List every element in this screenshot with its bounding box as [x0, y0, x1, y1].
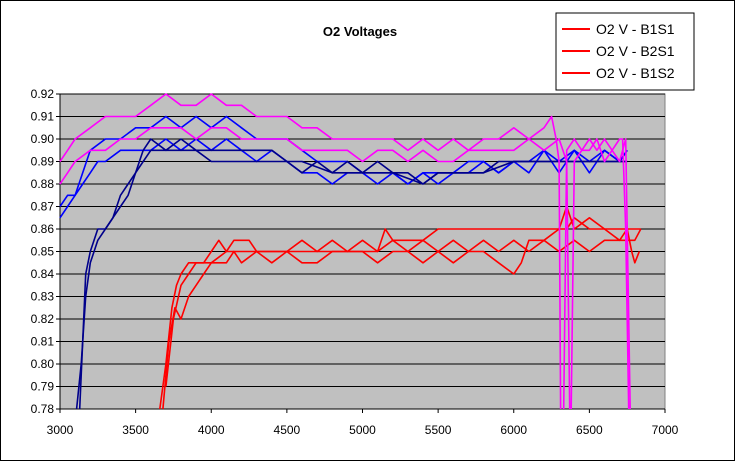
series-line-5	[59, 115, 628, 207]
series-line-7	[75, 138, 628, 410]
x-tick-label: 6000	[500, 423, 527, 437]
y-tick-label: 0.89	[31, 155, 55, 169]
x-tick-label: 6500	[576, 423, 603, 437]
y-tick-label: 0.80	[31, 357, 55, 371]
series-line-10	[570, 138, 630, 410]
y-tick-label: 0.91	[31, 110, 55, 124]
chart-title: O2 Voltages	[323, 24, 397, 39]
x-tick-label: 5000	[349, 423, 376, 437]
legend-label: O2 V - B2S1	[596, 43, 675, 59]
x-tick-label: 4500	[274, 423, 301, 437]
x-tick-label: 4000	[198, 423, 225, 437]
y-tick-label: 0.79	[31, 380, 55, 394]
legend-label: O2 V - B1S2	[596, 65, 675, 81]
x-tick-label: 7000	[652, 423, 679, 437]
series-line-1	[159, 228, 641, 410]
series-line-9	[59, 127, 571, 410]
y-tick-label: 0.87	[31, 200, 55, 214]
legend-label: O2 V - B1S1	[596, 21, 675, 37]
y-tick-label: 0.81	[31, 335, 55, 349]
series-line-11	[562, 138, 631, 410]
y-tick-label: 0.84	[31, 267, 55, 281]
x-tick-label: 5500	[425, 423, 452, 437]
series-line-4	[59, 138, 628, 219]
y-tick-label: 0.86	[31, 222, 55, 236]
y-tick-label: 0.88	[31, 177, 55, 191]
y-tick-label: 0.82	[31, 312, 55, 326]
y-tick-label: 0.85	[31, 245, 55, 259]
y-tick-label: 0.92	[31, 87, 55, 101]
y-tick-label: 0.83	[31, 290, 55, 304]
y-tick-label: 0.78	[31, 402, 55, 416]
legend: O2 V - B1S1 O2 V - B2S1 O2 V - B1S2	[555, 12, 695, 91]
series-line-2	[162, 217, 642, 410]
x-tick-label: 3500	[122, 423, 149, 437]
x-tick-label: 3000	[47, 423, 74, 437]
series-line-8	[59, 93, 562, 410]
plot-area: 0.78 0.79 0.80 0.81 0.82 0.83 0.84 0.85 0.86 0.87…	[31, 87, 679, 437]
y-tick-label: 0.90	[31, 132, 55, 146]
